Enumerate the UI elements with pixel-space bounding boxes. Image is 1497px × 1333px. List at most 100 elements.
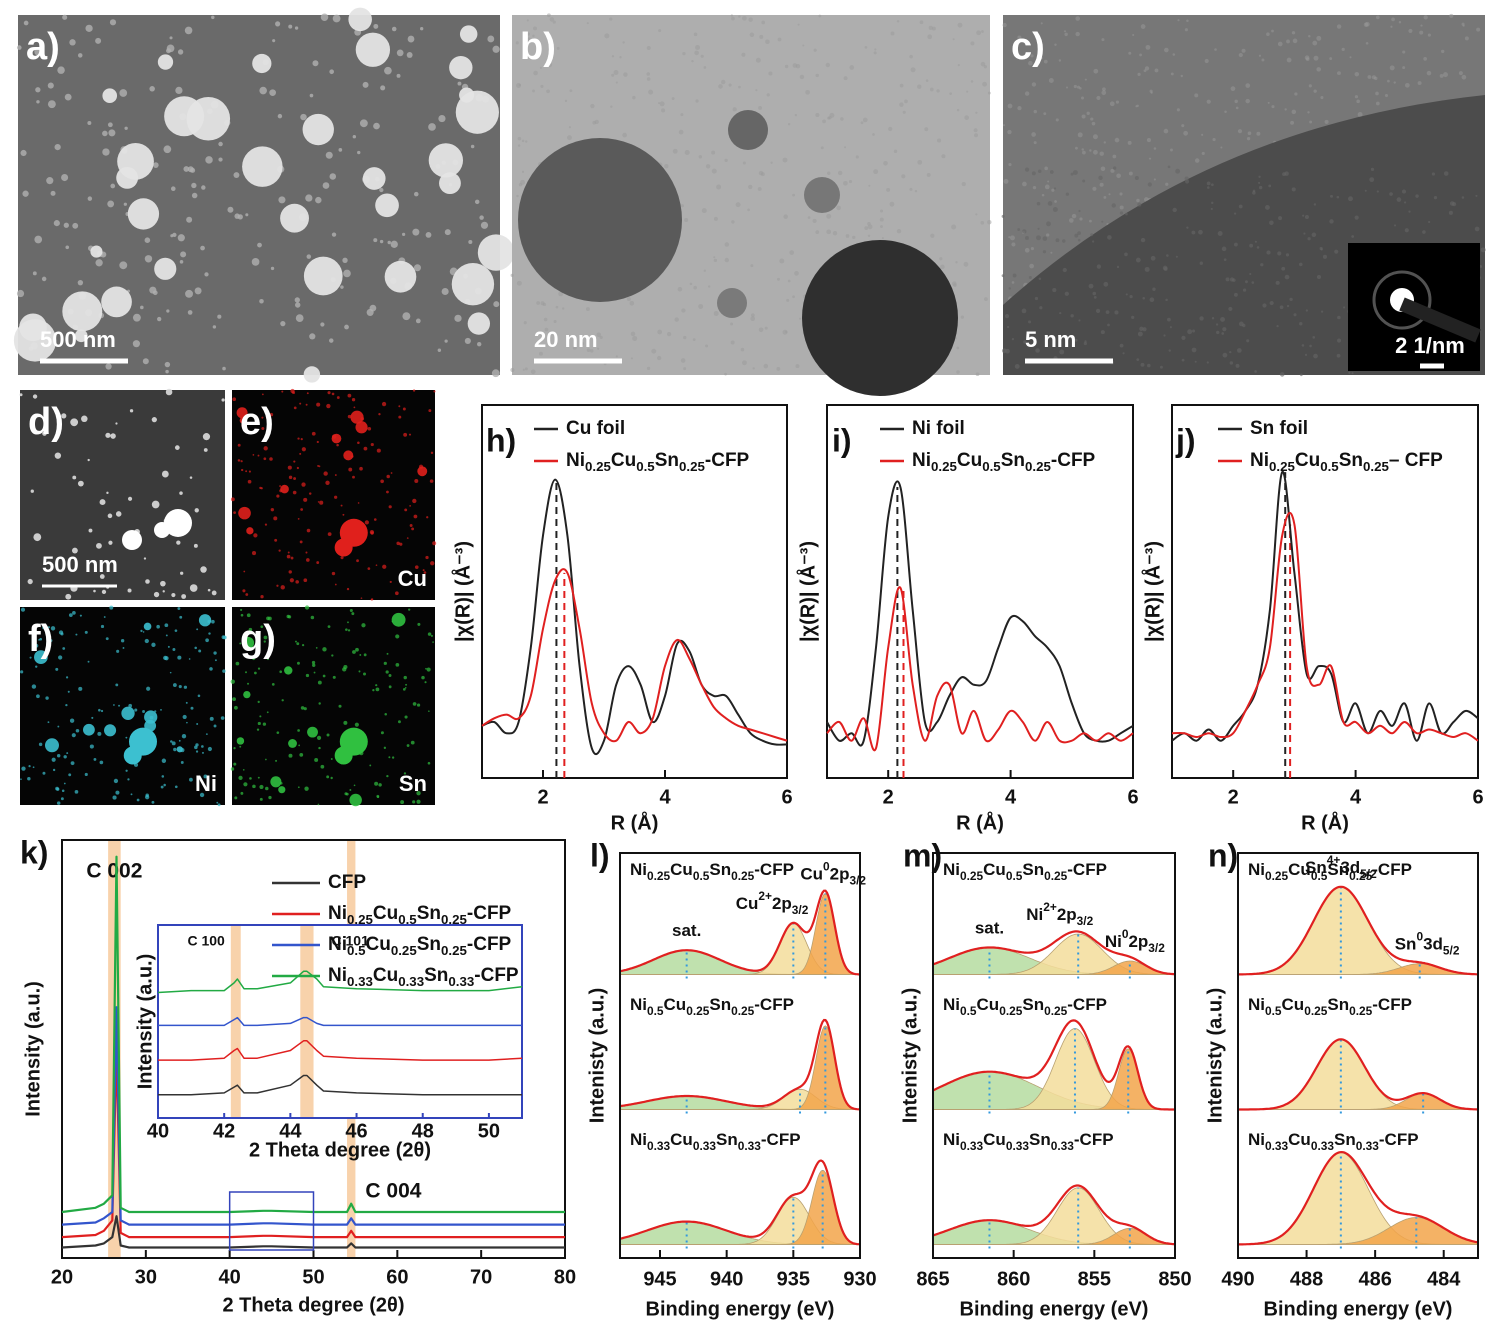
texture <box>362 167 386 190</box>
texture <box>516 194 519 198</box>
texture <box>579 341 584 346</box>
texture <box>820 146 824 150</box>
texture <box>42 625 47 630</box>
highlight-band <box>300 926 314 1117</box>
texture <box>1014 363 1020 369</box>
texture <box>84 772 88 777</box>
texture <box>1289 297 1293 302</box>
texture <box>32 766 35 769</box>
sample-label: Ni0.33Cu0.33Sn0.33-CFP <box>630 1130 801 1153</box>
texture <box>1224 110 1227 113</box>
texture <box>1038 277 1042 281</box>
texture <box>315 647 318 649</box>
texture <box>317 803 320 806</box>
band-label: C 002 <box>86 860 142 883</box>
texture <box>404 508 408 512</box>
texture <box>306 392 309 395</box>
fit-envelope <box>619 1159 861 1246</box>
y-axis-label: Intenisty (a.u.) <box>586 988 608 1124</box>
texture <box>558 291 564 297</box>
texture <box>144 710 158 724</box>
texture <box>1211 201 1214 205</box>
texture <box>493 301 500 308</box>
texture <box>896 228 902 234</box>
texture <box>1199 316 1204 321</box>
texture <box>134 708 138 712</box>
texture <box>1122 352 1125 355</box>
texture <box>694 50 699 56</box>
texture <box>562 307 565 310</box>
texture <box>68 613 73 618</box>
texture <box>1408 28 1413 34</box>
texture <box>428 710 430 712</box>
texture <box>1271 29 1274 33</box>
texture <box>1163 128 1169 134</box>
texture <box>843 180 848 186</box>
texture <box>31 684 37 689</box>
texture <box>181 594 187 599</box>
texture <box>272 39 276 43</box>
texture <box>695 99 699 103</box>
texture <box>72 222 79 229</box>
texture <box>1063 30 1067 33</box>
x-tick-label: 48 <box>412 1120 434 1142</box>
peak-label: Ni2+2p3/2 <box>1026 900 1093 928</box>
texture <box>1051 188 1055 192</box>
texture <box>157 316 162 322</box>
texture <box>171 592 176 598</box>
texture <box>38 742 43 747</box>
texture <box>261 427 265 431</box>
texture <box>177 49 184 55</box>
texture <box>185 289 193 298</box>
texture <box>202 433 211 441</box>
texture <box>355 647 359 652</box>
particle <box>334 746 353 765</box>
texture <box>108 129 116 137</box>
x-tick-label: 30 <box>135 1266 157 1288</box>
texture <box>112 795 117 800</box>
texture <box>909 54 913 59</box>
texture <box>432 541 437 546</box>
texture <box>379 239 384 244</box>
texture <box>70 761 75 766</box>
texture <box>1048 78 1054 84</box>
texture <box>730 322 734 326</box>
particle <box>123 746 142 765</box>
texture <box>63 222 69 228</box>
texture <box>1275 280 1280 285</box>
texture <box>973 128 978 133</box>
texture <box>1131 315 1135 320</box>
texture <box>303 497 308 502</box>
texture <box>1393 224 1397 227</box>
texture <box>1137 202 1142 207</box>
x-tick-label: 484 <box>1427 1268 1461 1290</box>
texture <box>263 635 268 640</box>
texture <box>1149 297 1155 303</box>
texture <box>332 675 336 679</box>
texture <box>930 233 935 238</box>
texture <box>1221 246 1227 252</box>
texture <box>359 119 368 128</box>
texture <box>174 785 178 789</box>
texture <box>1128 51 1132 55</box>
texture <box>1001 274 1005 278</box>
fit-envelope <box>932 1184 1176 1246</box>
x-tick-label: 930 <box>843 1268 876 1290</box>
texture <box>1112 154 1117 159</box>
texture <box>151 500 160 509</box>
texture <box>1254 240 1257 243</box>
texture <box>1389 65 1395 71</box>
texture <box>1062 239 1066 243</box>
texture <box>677 286 683 292</box>
texture <box>19 393 23 397</box>
texture <box>609 17 613 21</box>
texture <box>288 739 297 748</box>
texture <box>288 24 293 29</box>
texture <box>1092 186 1097 191</box>
texture <box>731 220 735 224</box>
texture <box>1348 196 1353 202</box>
texture <box>757 187 762 191</box>
texture <box>705 344 709 348</box>
texture <box>681 308 686 313</box>
texture <box>1300 373 1303 377</box>
